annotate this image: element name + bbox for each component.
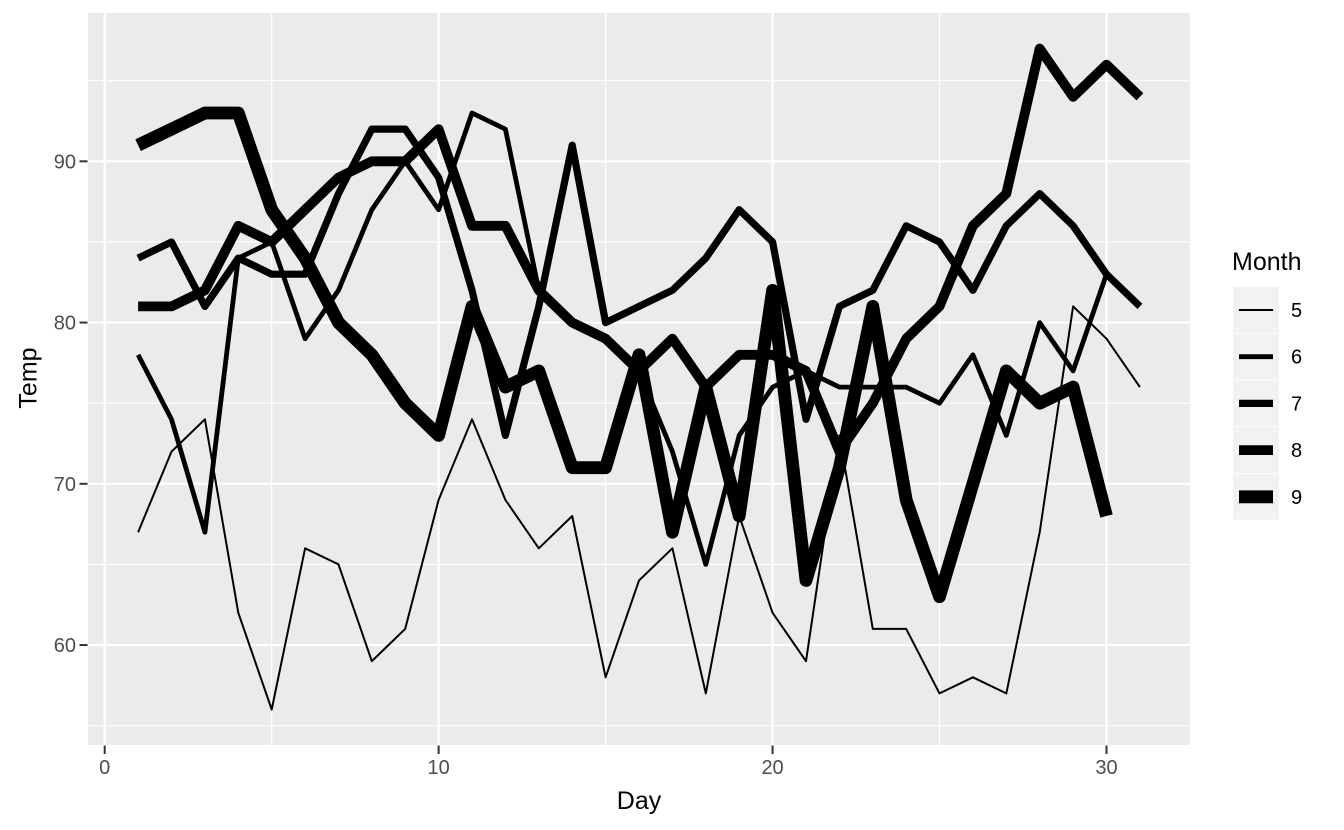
legend-entry-month-9: 9: [1233, 473, 1302, 520]
y-tick-label: 60: [54, 635, 76, 657]
x-tick-label: 10: [428, 757, 450, 779]
x-tick-label: 30: [1095, 757, 1117, 779]
series-line-month-9: [135, 106, 1113, 604]
y-tick-label: 70: [54, 474, 76, 496]
legend-entry-month-8: 8: [1233, 427, 1302, 474]
legend-title: Month: [1232, 248, 1302, 276]
legend-label: 8: [1291, 440, 1302, 462]
x-axis-title: Day: [616, 787, 662, 815]
legend-label: 9: [1291, 487, 1302, 509]
x-tick-labels: 0 10 20 30: [99, 757, 1118, 779]
legend: 5 6 7 8 9: [1233, 287, 1302, 520]
series-line-month-7: [136, 125, 1143, 439]
grid-minor: [88, 13, 1190, 745]
legend-entry-month-7: 7: [1233, 380, 1302, 427]
series-lines: [135, 43, 1144, 711]
y-axis-title: Temp: [14, 347, 43, 409]
axis-tick-marks: [79, 160, 1108, 754]
x-tick-label: 20: [761, 757, 783, 779]
legend-label: 7: [1291, 393, 1302, 415]
x-tick-label: 0: [99, 757, 110, 779]
y-tick-labels: 60 70 80 90: [54, 151, 76, 657]
y-tick-label: 90: [54, 151, 76, 173]
grid-major: [88, 13, 1190, 745]
legend-label: 5: [1291, 300, 1302, 322]
legend-label: 6: [1291, 347, 1302, 369]
y-tick-label: 80: [54, 313, 76, 335]
legend-entry-month-5: 5: [1233, 287, 1302, 333]
legend-entry-month-6: 6: [1233, 333, 1302, 380]
series-line-month-5: [137, 305, 1141, 711]
